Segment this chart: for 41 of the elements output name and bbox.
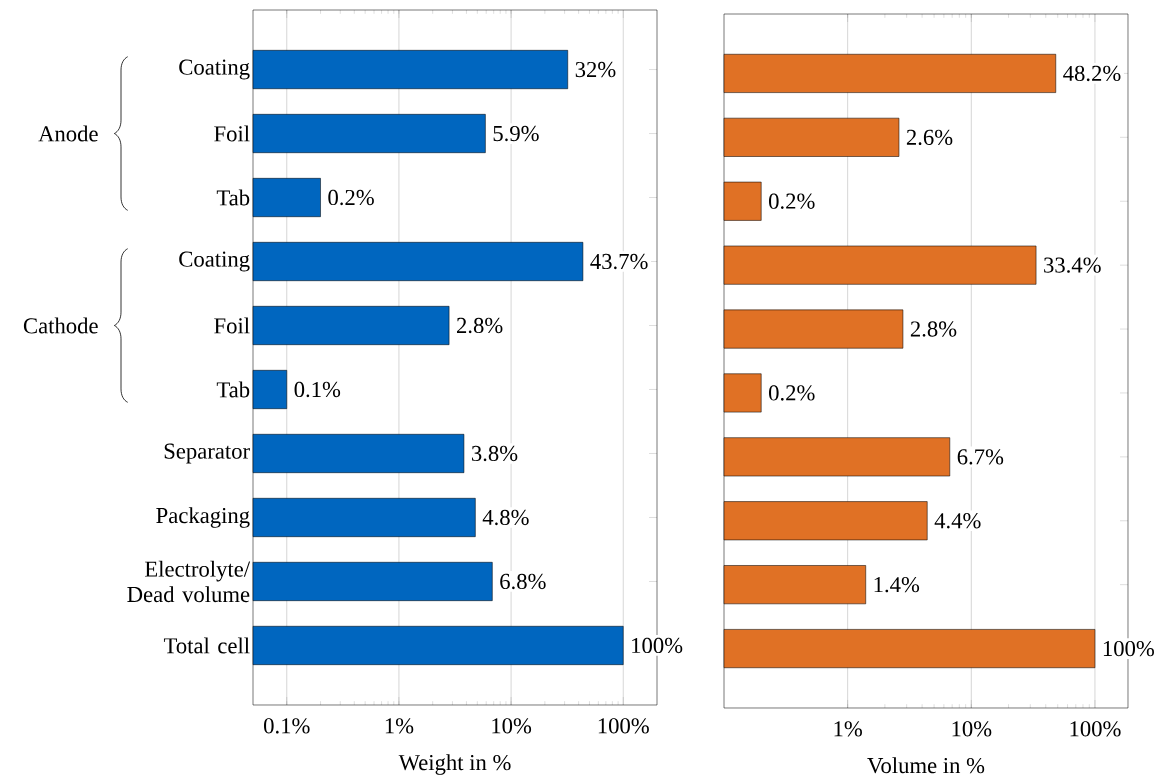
data-label: 100% [1103, 640, 1154, 657]
data-label: 48.2% [1063, 65, 1121, 82]
data-label: 0.2% [769, 385, 815, 401]
y-tick-label: Tab [216, 189, 250, 206]
y-tick-label: Packaging [156, 507, 250, 528]
data-label: 43.7% [590, 253, 648, 270]
x-tick-label: 0.1% [264, 718, 310, 734]
y-tick-label: Electrolyte/ Dead volume [127, 560, 251, 603]
x-tick-label: 1% [385, 718, 414, 734]
data-label: 2.8% [457, 317, 503, 334]
y-tick-label: Foil [214, 317, 250, 334]
y-tick-label: Total cell [163, 637, 250, 654]
data-label: 3.8% [471, 445, 518, 462]
y-tick-label: Separator [164, 443, 250, 464]
data-label: 2.8% [910, 321, 957, 337]
y-tick-label: Coating [179, 251, 250, 272]
data-label: 0.2% [328, 189, 374, 206]
data-label: 6.8% [500, 573, 546, 590]
x-axis-title: Weight in % [398, 754, 511, 775]
y-tick-label: Coating [179, 59, 250, 80]
x-tick-label: 100% [1070, 721, 1121, 737]
x-tick-label: 10% [952, 721, 992, 737]
data-label: 1.4% [874, 576, 920, 593]
text: Anode [38, 125, 98, 142]
data-label: 0.2% [769, 193, 815, 209]
data-label: 4.4% [934, 513, 981, 529]
y-tick-label: Foil [214, 125, 250, 142]
data-label: 5.9% [493, 125, 539, 142]
y-tick-label: Tab [216, 381, 250, 398]
x-tick-label: 1% [834, 721, 862, 737]
x-tick-label: 10% [492, 718, 532, 734]
data-label: 0.1% [294, 381, 341, 398]
data-label: 33.4% [1044, 257, 1101, 273]
x-tick-label: 100% [598, 718, 649, 734]
x-axis-title: Volume in % [867, 757, 985, 774]
data-label: 32% [575, 61, 616, 78]
text: Cathode [23, 317, 98, 334]
data-label: 4.8% [482, 509, 529, 526]
data-label: 6.7% [957, 449, 1004, 465]
data-label: 100% [632, 637, 683, 654]
data-label: 2.6% [906, 129, 953, 146]
